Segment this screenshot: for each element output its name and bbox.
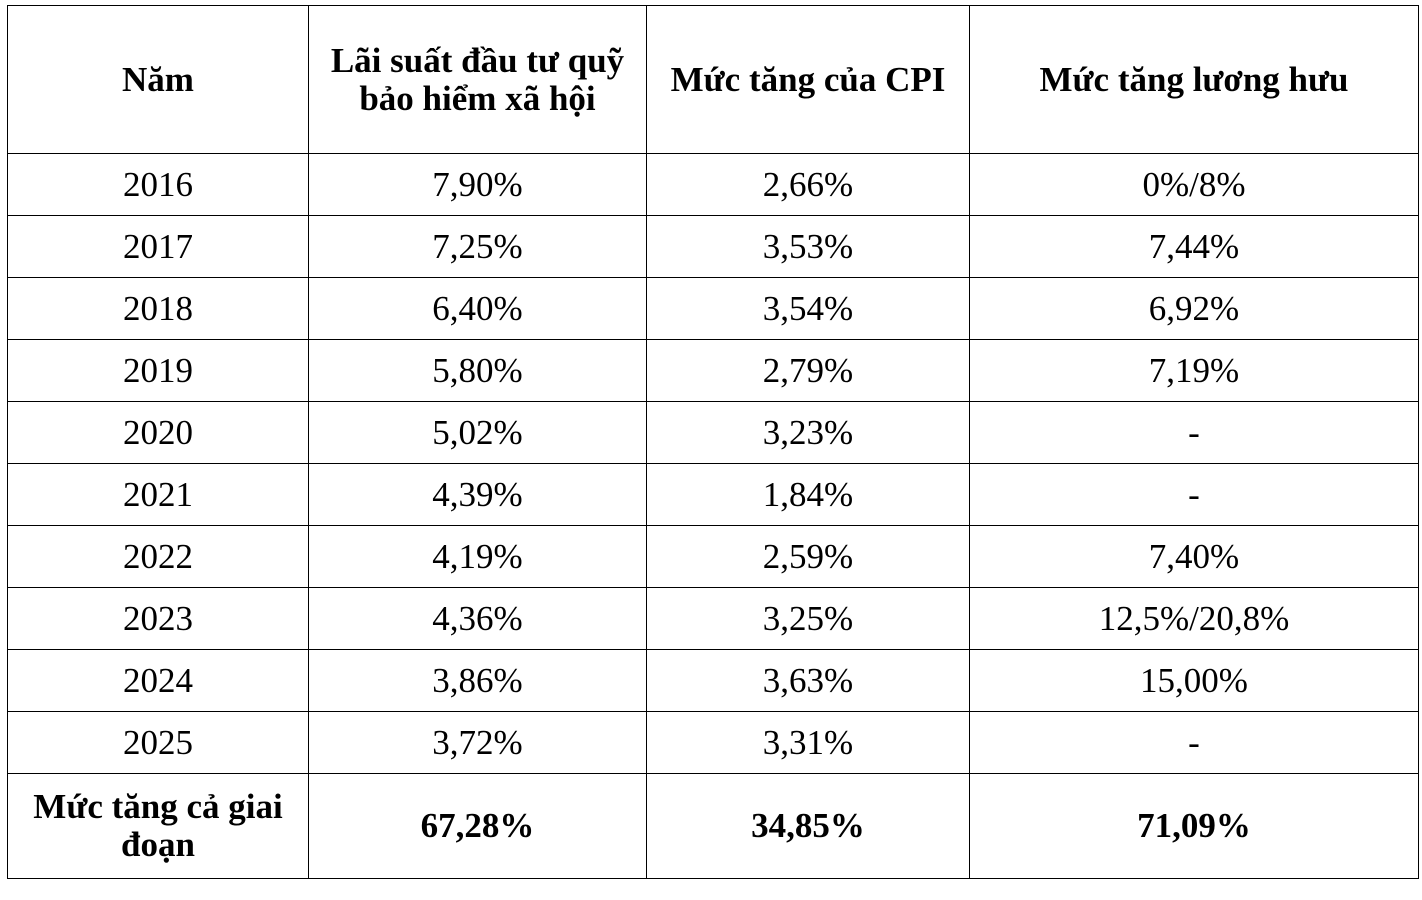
table-row: 2024 3,86% 3,63% 15,00%: [7, 649, 1419, 712]
cell-cpi-increase: 3,53%: [646, 215, 970, 278]
cell-year: 2020: [7, 401, 309, 464]
cell-year: 2018: [7, 277, 309, 340]
cell-investment-rate: 5,02%: [308, 401, 647, 464]
cell-year: 2025: [7, 711, 309, 774]
data-table: Năm Lãi suất đầu tư quỹ bảo hiểm xã hội …: [7, 5, 1419, 879]
cell-investment-rate: 4,19%: [308, 525, 647, 588]
cell-year: 2019: [7, 339, 309, 402]
header-pension-increase: Mức tăng lương hưu: [969, 5, 1419, 154]
cell-year: 2024: [7, 649, 309, 712]
table-row: 2023 4,36% 3,25% 12,5%/20,8%: [7, 587, 1419, 650]
total-pension-increase: 71,09%: [969, 773, 1419, 879]
cell-pension-increase: 7,40%: [969, 525, 1419, 588]
cell-cpi-increase: 2,59%: [646, 525, 970, 588]
cell-year: 2022: [7, 525, 309, 588]
cell-pension-increase: -: [969, 401, 1419, 464]
cell-year: 2017: [7, 215, 309, 278]
cell-cpi-increase: 2,79%: [646, 339, 970, 402]
cell-pension-increase: -: [969, 711, 1419, 774]
cell-cpi-increase: 2,66%: [646, 153, 970, 216]
cell-investment-rate: 5,80%: [308, 339, 647, 402]
cell-pension-increase: 7,44%: [969, 215, 1419, 278]
header-row: Năm Lãi suất đầu tư quỹ bảo hiểm xã hội …: [7, 5, 1419, 154]
cell-investment-rate: 4,39%: [308, 463, 647, 526]
cell-year: 2023: [7, 587, 309, 650]
table-row: 2025 3,72% 3,31% -: [7, 711, 1419, 774]
cell-investment-rate: 6,40%: [308, 277, 647, 340]
cell-cpi-increase: 3,23%: [646, 401, 970, 464]
header-investment-rate: Lãi suất đầu tư quỹ bảo hiểm xã hội: [308, 5, 647, 154]
cell-year: 2016: [7, 153, 309, 216]
cell-investment-rate: 7,25%: [308, 215, 647, 278]
header-year: Năm: [7, 5, 309, 154]
cell-year: 2021: [7, 463, 309, 526]
table-row: 2022 4,19% 2,59% 7,40%: [7, 525, 1419, 588]
cell-cpi-increase: 1,84%: [646, 463, 970, 526]
header-cpi-increase: Mức tăng của CPI: [646, 5, 970, 154]
total-label: Mức tăng cả giai đoạn: [7, 773, 309, 879]
cell-pension-increase: 12,5%/20,8%: [969, 587, 1419, 650]
table-row: 2019 5,80% 2,79% 7,19%: [7, 339, 1419, 402]
table-row: 2018 6,40% 3,54% 6,92%: [7, 277, 1419, 340]
cell-cpi-increase: 3,25%: [646, 587, 970, 650]
cell-pension-increase: 6,92%: [969, 277, 1419, 340]
total-cpi-increase: 34,85%: [646, 773, 970, 879]
cell-cpi-increase: 3,63%: [646, 649, 970, 712]
cell-pension-increase: 15,00%: [969, 649, 1419, 712]
cell-investment-rate: 7,90%: [308, 153, 647, 216]
cell-pension-increase: 0%/8%: [969, 153, 1419, 216]
cell-cpi-increase: 3,54%: [646, 277, 970, 340]
cell-investment-rate: 3,86%: [308, 649, 647, 712]
table-row: 2021 4,39% 1,84% -: [7, 463, 1419, 526]
table-row: 2016 7,90% 2,66% 0%/8%: [7, 153, 1419, 216]
cell-pension-increase: -: [969, 463, 1419, 526]
cell-cpi-increase: 3,31%: [646, 711, 970, 774]
cell-investment-rate: 3,72%: [308, 711, 647, 774]
table-row: 2020 5,02% 3,23% -: [7, 401, 1419, 464]
cell-pension-increase: 7,19%: [969, 339, 1419, 402]
total-investment-rate: 67,28%: [308, 773, 647, 879]
cell-investment-rate: 4,36%: [308, 587, 647, 650]
total-row: Mức tăng cả giai đoạn 67,28% 34,85% 71,0…: [7, 773, 1419, 879]
table-row: 2017 7,25% 3,53% 7,44%: [7, 215, 1419, 278]
